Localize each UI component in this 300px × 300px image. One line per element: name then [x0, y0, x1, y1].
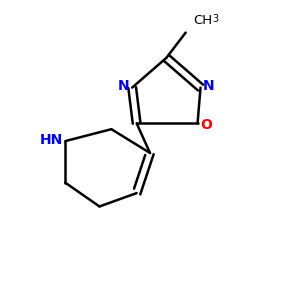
Text: O: O: [200, 118, 212, 132]
Text: N: N: [203, 79, 215, 93]
Text: HN: HN: [39, 133, 63, 147]
Text: CH: CH: [193, 14, 212, 27]
Text: 3: 3: [212, 14, 218, 24]
Text: N: N: [118, 79, 130, 93]
